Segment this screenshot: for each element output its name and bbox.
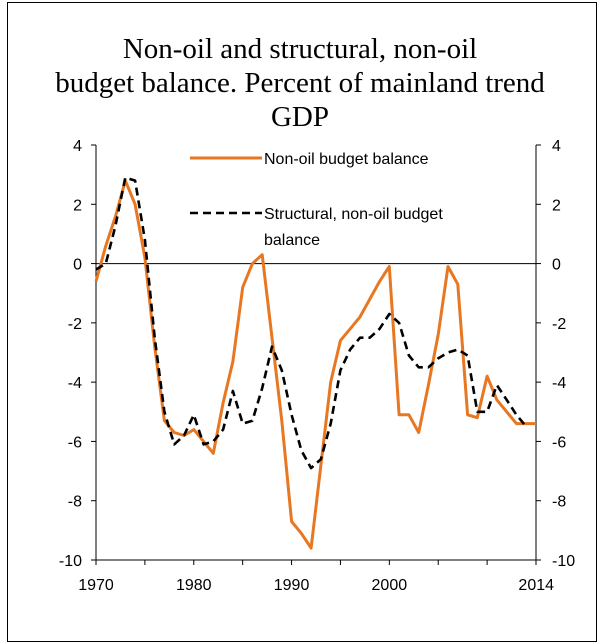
legend-label-non-oil: Non-oil budget balance	[264, 151, 429, 168]
y-tick-label-right: 4	[552, 138, 561, 155]
chart-title-line-3: GDP	[270, 101, 329, 133]
y-tick-label-right: -6	[552, 434, 566, 451]
x-tick-label: 2014	[518, 577, 554, 594]
series-line-structural	[95, 176, 528, 470]
x-tick-label: 1970	[78, 577, 114, 594]
y-tick-label-right: -10	[552, 553, 575, 570]
y-tick-label-right: 0	[552, 257, 561, 274]
chart-title-line-2: budget balance. Percent of mainland tren…	[55, 67, 545, 99]
y-tick-label-left: -2	[68, 316, 82, 333]
x-tick-label: 1980	[176, 577, 212, 594]
y-tick-label-left: 2	[73, 197, 82, 214]
y-tick-label-left: -8	[68, 494, 82, 511]
series-lines	[94, 176, 536, 550]
legend-label-structural-line-1: Structural, non-oil budget	[264, 206, 443, 223]
y-tick-label-right: -8	[552, 494, 566, 511]
y-tick-label-left: -6	[68, 434, 82, 451]
y-tick-label-right: 2	[552, 197, 561, 214]
axes: 4 4 2 2 0 0 -2 -2 -4 -4 -6 -6 -8 -8 -10 -10 1970 1980 1990…	[59, 138, 575, 594]
y-tick-label-right: -2	[552, 316, 566, 333]
y-tick-label-left: -4	[68, 375, 82, 392]
legend: Non-oil budget balance Structural, non-oi…	[190, 151, 443, 249]
legend-label-structural-line-2: balance	[264, 232, 320, 249]
x-tick-label: 1990	[274, 577, 310, 594]
y-tick-label-left: -10	[59, 553, 82, 570]
y-tick-label-left: 0	[73, 257, 82, 274]
chart-title-line-1: Non-oil and structural, non-oil	[122, 33, 478, 65]
x-tick-label: 2000	[372, 577, 408, 594]
line-chart: 4 4 2 2 0 0 -2 -2 -4 -4 -6 -6 -8 -8 -10 -10 1970 1980 1990…	[59, 138, 575, 594]
y-tick-label-left: 4	[73, 138, 82, 155]
y-tick-label-right: -4	[552, 375, 566, 392]
chart-title: Non-oil and structural, non-oil budget b…	[0, 32, 600, 134]
